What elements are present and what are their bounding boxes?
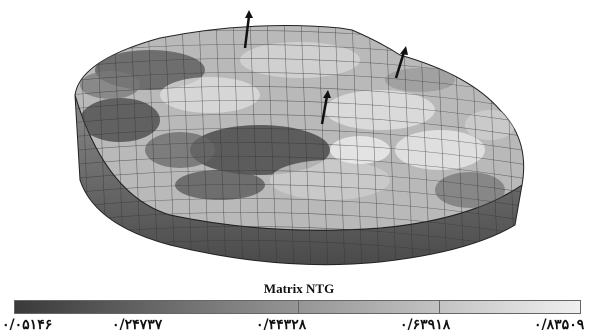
scale-tick-label: ۰/۴۴۳۲۸ <box>256 317 307 333</box>
scale-tick-3 <box>439 300 441 314</box>
ntg-cell-patch <box>270 160 390 200</box>
ntg-cell-patches <box>80 42 515 208</box>
ntg-cell-patch <box>240 42 360 78</box>
legend-title: Matrix NTG <box>263 281 335 296</box>
well-2 <box>394 46 408 79</box>
ntg-cell-patch <box>80 98 160 142</box>
scale-tick-1 <box>155 300 157 314</box>
scale-tick-label: ۰/۲۴۷۳۷ <box>112 317 163 333</box>
well-3 <box>320 90 331 125</box>
ntg-cell-patch <box>330 136 390 164</box>
well-1 <box>243 10 253 49</box>
ntg-cell-patch <box>465 110 515 140</box>
scale-tick-2 <box>297 300 299 314</box>
ntg-cell-patch <box>175 170 265 200</box>
ntg-cell-patch <box>80 71 140 99</box>
scale-tick-label: ۰/۰۵۱۴۶ <box>2 317 53 333</box>
reservoir-grid-model <box>74 10 525 266</box>
ntg-cell-patch <box>160 77 260 113</box>
ntg-cell-patch <box>395 130 485 170</box>
scale-tick-label: ۰/۶۳۹۱۸ <box>400 317 451 333</box>
ntg-cell-patch <box>385 68 455 92</box>
ntg-cell-patch <box>325 90 435 130</box>
ntg-cell-patch <box>435 172 505 208</box>
ntg-cell-patch <box>145 132 215 168</box>
ntg-cell-patch <box>190 125 330 175</box>
scale-tick-label: ۰/۸۳۵۰۹ <box>534 317 585 333</box>
